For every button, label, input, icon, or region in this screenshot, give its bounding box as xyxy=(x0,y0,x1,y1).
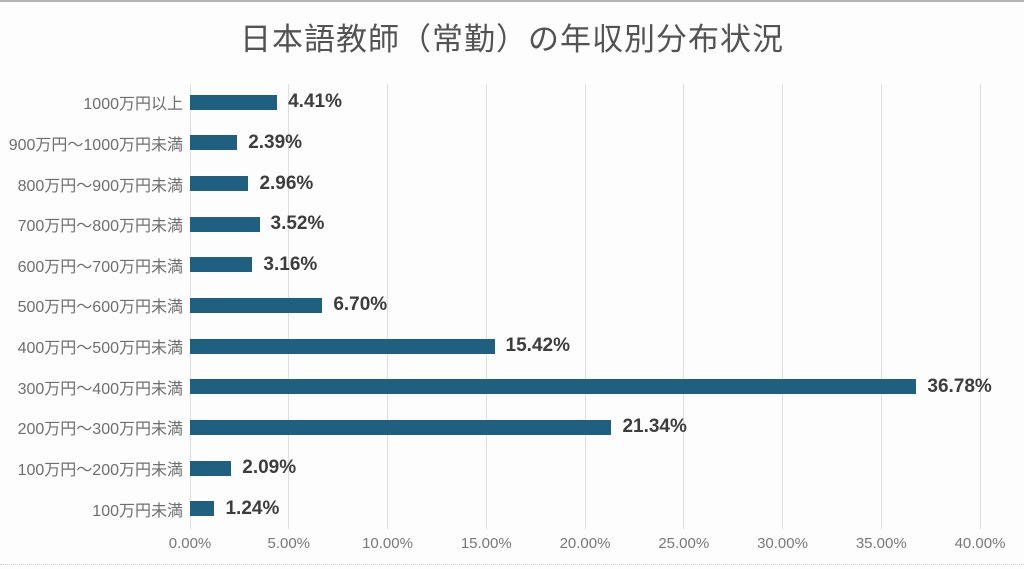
x-axis: 0.00% 5.00% 10.00% 15.00% 20.00% 25.00% 30.00%… xyxy=(169,535,1006,559)
value-label: 21.34% xyxy=(622,416,687,438)
bar xyxy=(190,135,238,151)
value-label: 2.96% xyxy=(259,172,314,194)
category-label: 100万円未満 xyxy=(92,502,183,520)
value-label: 15.42% xyxy=(505,335,570,357)
bar xyxy=(190,176,249,192)
value-label: 2.09% xyxy=(242,457,297,479)
gridline xyxy=(880,84,882,529)
bar xyxy=(190,460,232,476)
x-tick-label: 20.00% xyxy=(559,535,611,552)
gridline xyxy=(683,84,685,529)
x-tick-label: 40.00% xyxy=(954,535,1006,552)
bar xyxy=(190,94,278,110)
value-label: 1.24% xyxy=(225,497,280,519)
category-label: 700万円～800万円未満 xyxy=(17,218,183,236)
x-tick-label: 30.00% xyxy=(757,535,808,552)
bar xyxy=(190,419,612,435)
category-label: 300万円～400万円未満 xyxy=(17,380,183,398)
x-tick-label: 0.00% xyxy=(168,535,212,552)
bar xyxy=(190,216,260,232)
gridline xyxy=(584,84,586,529)
category-label: 500万円～600万円未満 xyxy=(17,299,183,317)
plot-area: 4.41% 2.39% 2.96% 3.52% 3.16% 6.70% 15.42% 36.7… xyxy=(189,82,992,529)
x-tick-label: 25.00% xyxy=(658,535,710,552)
chart-title: 日本語教師（常勤）の年収別分布状況 xyxy=(240,22,784,57)
x-tick-label: 15.00% xyxy=(460,535,512,552)
gridline xyxy=(485,84,487,529)
bar xyxy=(190,501,215,517)
bar xyxy=(190,298,323,313)
x-tick-label: 10.00% xyxy=(362,535,413,552)
y-axis-labels: 1000万円以上 900万円～1000万円未満 800万円～900万円未満 700万円… xyxy=(0,82,183,529)
category-label: 1000万円以上 xyxy=(83,96,183,114)
bar xyxy=(190,338,495,354)
category-label: 900万円～1000万円未満 xyxy=(8,136,183,154)
gridline xyxy=(979,84,981,529)
bar xyxy=(190,379,917,395)
gridline xyxy=(782,84,783,529)
bottom-divider xyxy=(0,564,1024,565)
category-label: 800万円～900万円未満 xyxy=(17,177,183,195)
value-label: 3.52% xyxy=(270,213,325,235)
value-label: 6.70% xyxy=(333,294,388,316)
value-label: 2.39% xyxy=(248,131,303,153)
category-label: 600万円～700万円未満 xyxy=(17,258,183,276)
category-label: 200万円～300万円未満 xyxy=(17,421,183,439)
x-tick-label: 5.00% xyxy=(267,535,311,552)
category-label: 400万円～500万円未満 xyxy=(17,340,183,358)
x-tick-label: 35.00% xyxy=(855,535,907,552)
value-label: 36.78% xyxy=(927,375,992,397)
value-label: 3.16% xyxy=(263,253,318,275)
category-label: 100万円～200万円未満 xyxy=(17,462,183,480)
value-label: 4.41% xyxy=(288,91,342,113)
gridline xyxy=(387,84,388,529)
bar xyxy=(190,257,253,273)
